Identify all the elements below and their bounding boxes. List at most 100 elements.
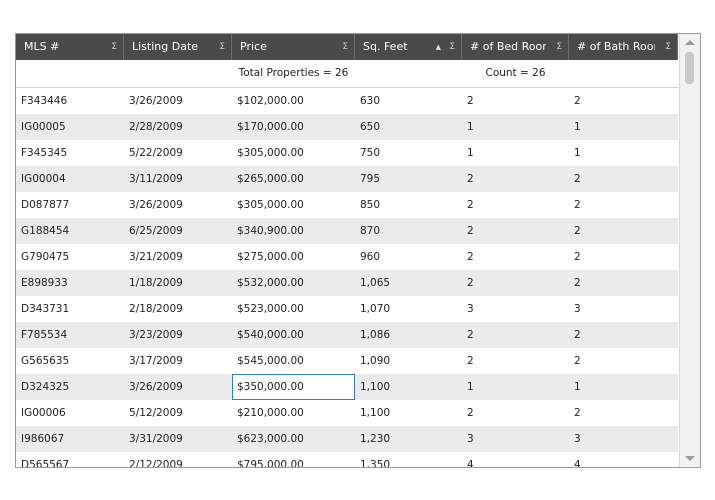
cell-bedrooms[interactable]: 1 [467,381,474,393]
cell-listing-date[interactable]: 1/18/2009 [129,277,183,289]
table-row[interactable]: IG00004 3/11/2009 $265,000.00 795 2 2 [16,166,678,192]
cell-sq-feet[interactable]: 1,100 [360,381,391,393]
scroll-down-arrow-icon[interactable] [685,456,695,461]
cell-price[interactable]: $265,000.00 [237,173,304,185]
cell-mls[interactable]: IG00005 [21,121,66,133]
table-row[interactable]: I986067 3/31/2009 $623,000.00 1,230 3 3 [16,426,678,452]
cell-bathrooms[interactable]: 2 [574,173,581,185]
cell-bathrooms[interactable]: 3 [574,303,581,315]
cell-price[interactable]: $305,000.00 [237,199,304,211]
cell-mls[interactable]: E898933 [21,277,68,289]
cell-price[interactable]: $170,000.00 [237,121,304,133]
cell-price[interactable]: $350,000.00 [232,374,355,400]
cell-price[interactable]: $545,000.00 [237,355,304,367]
table-row[interactable]: F785534 3/23/2009 $540,000.00 1,086 2 2 [16,322,678,348]
cell-bedrooms[interactable]: 2 [467,95,474,107]
cell-sq-feet[interactable]: 650 [360,121,381,133]
cell-sq-feet[interactable]: 1,350 [360,459,391,468]
cell-mls[interactable]: F345345 [21,147,68,159]
cell-sq-feet[interactable]: 960 [360,251,381,263]
table-row[interactable]: F343446 3/26/2009 $102,000.00 630 2 2 [16,88,678,114]
cell-sq-feet[interactable]: 1,065 [360,277,391,289]
cell-listing-date[interactable]: 5/12/2009 [129,407,183,419]
cell-bathrooms[interactable]: 2 [574,407,581,419]
cell-bedrooms[interactable]: 2 [467,355,474,367]
cell-sq-feet[interactable]: 630 [360,95,381,107]
cell-mls[interactable]: F785534 [21,329,68,341]
scroll-up-arrow-icon[interactable] [685,40,695,45]
cell-sq-feet[interactable]: 1,100 [360,407,391,419]
cell-bedrooms[interactable]: 4 [467,459,474,468]
table-row[interactable]: G188454 6/25/2009 $340,900.00 870 2 2 [16,218,678,244]
cell-price[interactable]: $102,000.00 [237,95,304,107]
cell-sq-feet[interactable]: 1,070 [360,303,391,315]
summary-sigma-icon[interactable]: Σ [556,42,562,52]
summary-sigma-icon[interactable]: Σ [665,42,671,52]
cell-price[interactable]: $623,000.00 [237,433,304,445]
cell-mls[interactable]: D343731 [21,303,70,315]
cell-sq-feet[interactable]: 750 [360,147,381,159]
summary-sigma-icon[interactable]: Σ [219,42,225,52]
cell-sq-feet[interactable]: 1,090 [360,355,391,367]
cell-bedrooms[interactable]: 2 [467,225,474,237]
column-header-bathrooms[interactable]: # of Bath Rooms Σ [569,34,678,60]
column-header-price[interactable]: Price Σ [232,34,355,60]
cell-bathrooms[interactable]: 2 [574,277,581,289]
cell-bedrooms[interactable]: 3 [467,303,474,315]
cell-price[interactable]: $275,000.00 [237,251,304,263]
cell-mls[interactable]: I986067 [21,433,65,445]
cell-listing-date[interactable]: 5/22/2009 [129,147,183,159]
cell-bathrooms[interactable]: 1 [574,147,581,159]
column-header-listing-date[interactable]: Listing Date Σ [124,34,232,60]
table-row[interactable]: E898933 1/18/2009 $532,000.00 1,065 2 2 [16,270,678,296]
cell-bedrooms[interactable]: 2 [467,251,474,263]
column-header-bedrooms[interactable]: # of Bed Rooms Σ [462,34,569,60]
cell-mls[interactable]: IG00006 [21,407,66,419]
table-row[interactable]: F345345 5/22/2009 $305,000.00 750 1 1 [16,140,678,166]
cell-bathrooms[interactable]: 2 [574,355,581,367]
cell-bathrooms[interactable]: 4 [574,459,581,468]
column-header-sq-feet[interactable]: Sq. Feet ▲ Σ [355,34,462,60]
cell-sq-feet[interactable]: 1,086 [360,329,391,341]
cell-listing-date[interactable]: 6/25/2009 [129,225,183,237]
cell-bathrooms[interactable]: 2 [574,225,581,237]
cell-bathrooms[interactable]: 1 [574,121,581,133]
cell-bedrooms[interactable]: 2 [467,277,474,289]
cell-price[interactable]: $210,000.00 [237,407,304,419]
cell-listing-date[interactable]: 3/26/2009 [129,381,183,393]
sort-ascending-icon[interactable]: ▲ [435,43,441,51]
cell-listing-date[interactable]: 3/26/2009 [129,199,183,211]
table-row[interactable]: D087877 3/26/2009 $305,000.00 850 2 2 [16,192,678,218]
table-row[interactable]: IG00006 5/12/2009 $210,000.00 1,100 2 2 [16,400,678,426]
table-row[interactable]: G565635 3/17/2009 $545,000.00 1,090 2 2 [16,348,678,374]
cell-bedrooms[interactable]: 1 [467,121,474,133]
cell-mls[interactable]: IG00004 [21,173,66,185]
cell-sq-feet[interactable]: 870 [360,225,381,237]
cell-mls[interactable]: D087877 [21,199,70,211]
cell-bedrooms[interactable]: 2 [467,407,474,419]
column-header-mls[interactable]: MLS # Σ [16,34,124,60]
cell-listing-date[interactable]: 2/18/2009 [129,303,183,315]
vertical-scrollbar[interactable] [679,34,700,467]
cell-listing-date[interactable]: 3/26/2009 [129,95,183,107]
cell-price[interactable]: $540,000.00 [237,329,304,341]
cell-price[interactable]: $340,900.00 [237,225,304,237]
property-data-grid[interactable]: MLS # Σ Listing Date Σ Price Σ Sq. Feet ▲ Σ # of … [15,33,701,468]
cell-bedrooms[interactable]: 2 [467,199,474,211]
cell-price[interactable]: $532,000.00 [237,277,304,289]
cell-sq-feet[interactable]: 1,230 [360,433,391,445]
cell-bathrooms[interactable]: 2 [574,329,581,341]
cell-bedrooms[interactable]: 1 [467,147,474,159]
cell-listing-date[interactable]: 3/31/2009 [129,433,183,445]
cell-sq-feet[interactable]: 795 [360,173,381,185]
cell-listing-date[interactable]: 3/17/2009 [129,355,183,367]
table-row[interactable]: IG00005 2/28/2009 $170,000.00 650 1 1 [16,114,678,140]
cell-listing-date[interactable]: 3/23/2009 [129,329,183,341]
cell-bathrooms[interactable]: 3 [574,433,581,445]
cell-listing-date[interactable]: 3/11/2009 [129,173,183,185]
table-row[interactable]: D565567 2/12/2009 $795,000.00 1,350 4 4 [16,452,678,468]
cell-price[interactable]: $305,000.00 [237,147,304,159]
cell-sq-feet[interactable]: 850 [360,199,381,211]
summary-sigma-icon[interactable]: Σ [449,42,455,52]
cell-listing-date[interactable]: 3/21/2009 [129,251,183,263]
